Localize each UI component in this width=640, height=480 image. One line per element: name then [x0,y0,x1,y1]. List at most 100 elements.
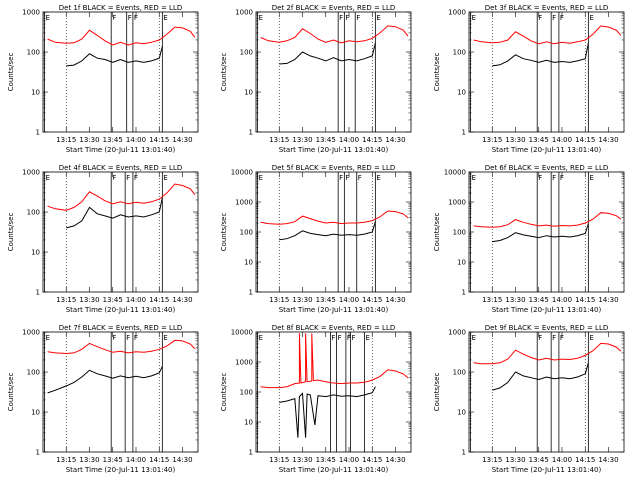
x-tick-label: 14:00 [126,136,146,144]
x-tick-label: 13:45 [103,456,123,464]
chart-panel-9: Det 9f BLACK = Events, RED = LLD Counts/s… [433,324,625,474]
x-tick-label: 14:30 [598,456,618,464]
y-axis-label: Counts/sec [7,373,15,412]
event-marker-label: F [560,334,564,342]
x-axis-label: Start Time (20-Jul-11 13:01:40) [279,306,389,314]
y-tick-label: 1 [249,289,253,297]
x-tick-label: 14:15 [362,296,382,304]
x-tick-label: 14:15 [575,456,595,464]
event-marker-label: E [259,14,263,22]
x-tick-label: 14:00 [552,136,572,144]
x-tick-label: 13:15 [56,456,76,464]
series-line-red [260,333,409,389]
plot-frame [42,331,199,453]
series-line-red [260,210,409,225]
x-tick-label: 14:30 [385,296,405,304]
x-axis-label: Start Time (20-Jul-11 13:01:40) [492,146,602,154]
y-tick-label: 1 [36,129,40,137]
y-axis-label: Counts/sec [433,373,441,412]
event-marker-label: E [589,174,593,182]
x-tick-label: 13:45 [316,456,336,464]
chart-title: Det 7f BLACK = Events, RED = LLD [59,324,182,332]
x-tick-label: 13:30 [79,456,99,464]
x-tick-label: 13:30 [292,296,312,304]
y-tick-label: 10 [457,259,466,267]
y-tick-label: 10000 [444,169,466,177]
event-marker-label: F [538,174,542,182]
y-axis-label: Counts/sec [220,373,228,412]
x-tick-label: 13:30 [505,136,525,144]
plot-frame [42,171,199,293]
event-marker-label: E [366,334,370,342]
event-marker-label: F [112,14,116,22]
x-tick-label: 14:30 [598,136,618,144]
y-axis-label: Counts/sec [433,53,441,92]
y-tick-label: 10 [457,89,466,97]
x-tick-label: 13:45 [316,136,336,144]
x-tick-label: 14:30 [385,456,405,464]
x-tick-label: 13:30 [505,456,525,464]
y-tick-label: 1000 [22,9,40,17]
x-tick-label: 14:00 [552,456,572,464]
event-marker-label: F [134,174,138,182]
event-marker-label: E [589,14,593,22]
event-marker-label: E [376,174,380,182]
event-marker-label: E [259,334,263,342]
event-marker-label: F [538,14,542,22]
x-tick-label: 13:30 [292,136,312,144]
event-marker-label: F [552,14,556,22]
y-tick-label: 1000 [448,9,466,17]
x-axis-label: Start Time (20-Jul-11 13:01:40) [492,466,602,474]
series-line-black [492,42,589,67]
x-tick-label: 14:00 [552,296,572,304]
y-tick-label: 10 [31,409,40,417]
x-tick-label: 14:30 [172,296,192,304]
x-tick-label: 14:15 [149,296,169,304]
chart-title: Det 4f BLACK = Events, RED = LLD [59,164,182,172]
chart-panel-4: Det 4f BLACK = Events, RED = LLD Counts/s… [7,164,199,314]
y-tick-label: 10 [244,259,253,267]
plot-frame [42,11,199,133]
event-marker-label: F [134,334,138,342]
event-marker-label: F [356,14,360,22]
x-tick-label: 14:15 [149,136,169,144]
series-line-red [473,212,622,228]
event-marker-label: F [134,14,138,22]
x-tick-label: 13:30 [79,136,99,144]
event-marker-label: F [126,334,130,342]
x-tick-label: 14:15 [149,456,169,464]
x-tick-label: 13:15 [482,136,502,144]
x-tick-label: 13:45 [529,456,549,464]
x-tick-label: 13:15 [56,296,76,304]
x-tick-label: 13:15 [56,136,76,144]
x-tick-label: 13:45 [529,136,549,144]
y-tick-label: 100 [240,49,253,57]
series-line-black [279,42,376,65]
y-tick-label: 100 [240,229,253,237]
event-marker-label: E [589,334,593,342]
x-tick-label: 14:00 [339,296,359,304]
event-marker-label: F [358,174,362,182]
chart-title: Det 9f BLACK = Events, RED = LLD [485,324,608,332]
y-tick-label: 1 [249,449,253,457]
y-tick-label: 1 [462,289,466,297]
y-axis-label: Counts/sec [7,213,15,252]
x-tick-label: 14:30 [172,456,192,464]
chart-title: Det 5f BLACK = Events, RED = LLD [272,164,395,172]
y-tick-label: 1000 [235,359,253,367]
event-marker-label: E [163,174,167,182]
chart-title: Det 8f BLACK = Events, RED = LLD [272,324,395,332]
event-marker-label: E [472,14,476,22]
y-tick-label: 10 [244,89,253,97]
x-tick-label: 13:15 [269,296,289,304]
series-line-black [279,386,376,438]
event-marker-label: E [472,334,476,342]
chart-panel-6: Det 6f BLACK = Events, RED = LLD Counts/s… [433,164,625,314]
y-tick-label: 100 [453,49,466,57]
event-marker-label: F [345,174,349,182]
event-marker-label: F [552,174,556,182]
event-marker-label: E [163,14,167,22]
y-tick-label: 1000 [22,329,40,337]
y-tick-label: 100 [27,209,40,217]
